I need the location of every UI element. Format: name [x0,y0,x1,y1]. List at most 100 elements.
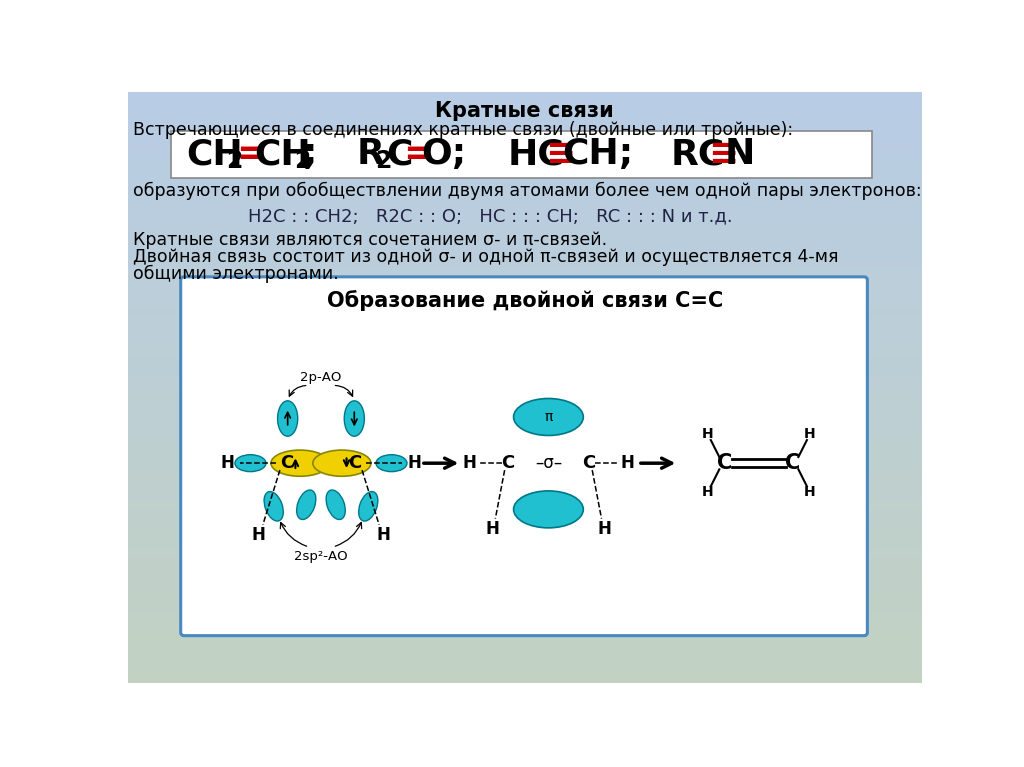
Bar [128,318,922,324]
Bar [128,367,922,373]
Bar [128,249,922,255]
Text: Двойная связь состоит из одной σ- и одной π-связей и осуществляется 4-мя: Двойная связь состоит из одной σ- и одно… [133,248,839,265]
Ellipse shape [358,492,378,521]
Ellipse shape [514,399,584,436]
Bar [128,126,922,131]
Bar [128,179,922,186]
Bar [128,564,922,569]
Ellipse shape [326,490,345,519]
Bar [128,633,922,638]
Bar [128,116,922,121]
Bar [128,229,922,235]
Bar [128,568,922,574]
Bar [128,623,922,628]
Bar [128,155,922,161]
Text: H: H [701,427,714,441]
Bar [128,401,922,407]
Bar [128,608,922,614]
Text: N: N [725,137,755,171]
Bar [128,460,922,466]
Text: H: H [804,427,816,441]
Bar [128,101,922,107]
Bar [128,199,922,206]
Bar [128,657,922,663]
Bar [128,264,922,269]
Text: H: H [377,526,391,544]
Bar [128,140,922,146]
Bar [128,111,922,117]
Bar [128,342,922,348]
Bar [128,175,922,181]
Text: H: H [701,486,714,499]
Bar [128,485,922,491]
Bar [128,254,922,259]
Bar [128,667,922,673]
Text: H2C : : CH2;   R2C : : O;   HC : : : CH;   RC : : : N и т.д.: H2C : : CH2; R2C : : O; HC : : : CH; RC … [248,208,733,225]
Bar [128,195,922,200]
Text: =: = [237,137,267,171]
Text: H: H [485,519,499,538]
Text: образуются при обобществлении двумя атомами более чем одной пары электронов:: образуются при обобществлении двумя атом… [133,181,922,199]
Text: C: C [583,454,596,472]
Bar [128,574,922,579]
Text: C: C [281,454,294,472]
Bar [128,519,922,525]
Bar [128,613,922,619]
Bar [128,618,922,624]
Text: H: H [804,486,816,499]
Bar [128,258,922,265]
Ellipse shape [278,401,298,436]
Bar [128,672,922,678]
Bar [128,278,922,284]
Bar [128,170,922,176]
Ellipse shape [514,491,584,528]
Text: 2: 2 [375,149,391,173]
Text: C: C [501,454,514,472]
Bar [128,426,922,432]
Bar [128,603,922,609]
Bar [128,421,922,426]
Bar [128,470,922,476]
Bar [128,456,922,461]
Bar [128,214,922,220]
Bar [128,185,922,190]
Bar [128,106,922,112]
Bar [128,391,922,397]
Bar [128,328,922,333]
Text: Образование двойной связи С=С: Образование двойной связи С=С [327,290,723,311]
Bar [128,411,922,417]
Bar [128,578,922,584]
Text: ;: ; [303,137,317,171]
Bar [128,588,922,594]
Bar [128,441,922,446]
Ellipse shape [376,455,407,472]
Text: H: H [621,454,635,472]
Bar [128,480,922,486]
Bar [128,189,922,196]
Bar [128,337,922,343]
Ellipse shape [313,450,371,476]
Bar [128,96,922,102]
Text: π: π [544,410,553,424]
Bar [128,652,922,658]
Bar [128,209,922,215]
Bar [128,387,922,392]
Text: C: C [386,137,413,171]
Text: H: H [598,519,611,538]
Bar [128,584,922,589]
Bar [128,450,922,456]
Bar [128,677,922,683]
Bar [128,647,922,653]
Bar [128,643,922,648]
Bar [128,205,922,210]
Text: –σ–: –σ– [535,454,562,472]
Bar [128,490,922,495]
Bar [128,627,922,634]
Ellipse shape [264,492,284,521]
Text: H: H [220,454,234,472]
Text: C: C [785,453,801,473]
Text: H: H [462,454,476,472]
Bar [128,559,922,565]
Bar [128,637,922,644]
Bar [128,136,922,141]
